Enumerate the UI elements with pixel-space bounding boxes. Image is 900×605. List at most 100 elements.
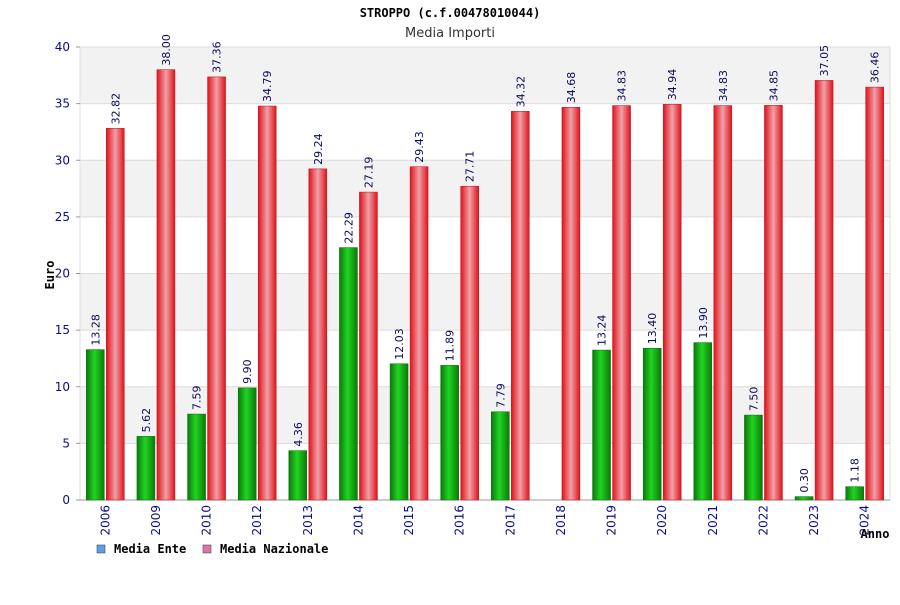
bar-media-ente <box>744 414 763 501</box>
y-axis-ticks: 0 5 10 15 20 25 30 35 40 <box>55 40 80 507</box>
y-tick-label: 15 <box>55 323 70 337</box>
data-label: 36.46 <box>869 52 882 84</box>
data-labels: 13.28 32.82 5.62 38.00 7.59 37.36 9.90 34.79 4.3… <box>89 34 881 492</box>
x-tick-label: 2023 <box>807 505 821 536</box>
data-label: 13.40 <box>646 313 659 345</box>
data-label: 38.00 <box>160 34 173 66</box>
data-label: 1.18 <box>849 458 862 483</box>
bar-media-ente <box>491 411 510 501</box>
data-label: 34.79 <box>261 71 274 103</box>
bar-media-ente <box>440 365 459 501</box>
data-label: 7.50 <box>747 387 760 412</box>
x-tick-label: 2013 <box>301 505 315 536</box>
data-label: 27.19 <box>362 157 375 189</box>
bar-media-ente <box>642 347 662 501</box>
y-tick-label: 30 <box>55 153 70 167</box>
bar-media-nazionale <box>207 76 226 501</box>
y-axis-label: Euro <box>43 261 57 290</box>
bar-media-nazionale <box>612 105 631 501</box>
bars <box>86 69 884 501</box>
x-axis-label: Anno <box>861 527 890 541</box>
y-tick-label: 10 <box>55 380 70 394</box>
bar-media-ente <box>339 247 358 501</box>
data-label: 29.43 <box>413 131 426 163</box>
data-label: 37.36 <box>211 41 224 73</box>
data-label: 13.28 <box>89 314 102 346</box>
bar-media-nazionale <box>409 166 429 501</box>
legend-label-media-ente: Media Ente <box>114 542 186 556</box>
chart-title: STROPPO (c.f.00478010044) <box>360 6 541 20</box>
data-label: 34.83 <box>717 70 730 102</box>
bar-media-nazionale <box>662 104 682 501</box>
x-tick-label: 2014 <box>351 505 365 536</box>
data-label: 7.79 <box>494 383 507 408</box>
bar-media-ente <box>237 387 257 501</box>
bar-media-ente <box>288 450 308 501</box>
x-tick-label: 2009 <box>149 505 163 536</box>
bar-media-nazionale <box>814 80 834 501</box>
x-tick-label: 2021 <box>706 505 720 536</box>
data-label: 4.36 <box>292 422 305 447</box>
legend-swatch-media-nazionale <box>202 544 212 554</box>
bar-media-nazionale <box>156 69 176 501</box>
bar-media-nazionale <box>713 105 733 501</box>
y-tick-label: 0 <box>62 493 70 507</box>
data-label: 11.89 <box>444 330 457 362</box>
bar-media-nazionale <box>460 185 479 501</box>
data-label: 34.68 <box>565 72 578 104</box>
legend-swatch-media-ente <box>96 544 106 554</box>
bar-media-ente <box>693 342 713 501</box>
bar-media-ente <box>136 436 156 501</box>
bar-media-nazionale <box>561 106 581 501</box>
data-label: 37.05 <box>818 45 831 77</box>
bar-media-nazionale <box>106 128 125 501</box>
bar-media-nazionale <box>257 105 277 501</box>
bar-media-ente <box>389 363 409 501</box>
x-tick-label: 2010 <box>200 505 214 536</box>
y-tick-label: 20 <box>55 267 70 281</box>
bar-media-ente <box>794 496 814 501</box>
x-tick-label: 2024 <box>858 505 872 536</box>
y-tick-label: 35 <box>55 97 70 111</box>
y-tick-label: 5 <box>62 436 70 450</box>
data-label: 7.59 <box>191 386 204 411</box>
data-label: 0.30 <box>798 468 811 493</box>
bar-media-nazionale <box>359 191 378 501</box>
bar-media-nazionale <box>865 86 884 501</box>
data-label: 13.90 <box>697 307 710 339</box>
chart-subtitle: Media Importi <box>405 26 495 41</box>
x-tick-label: 2022 <box>756 505 770 536</box>
data-label: 22.29 <box>342 212 355 244</box>
x-tick-label: 2015 <box>402 505 416 536</box>
bar-media-nazionale <box>511 111 530 501</box>
x-tick-label: 2020 <box>655 505 669 536</box>
data-label: 12.03 <box>393 328 406 360</box>
x-axis-ticks: 2006 2009 2010 2012 2013 2014 2015 2016 2017 2018… <box>98 505 871 536</box>
data-label: 34.94 <box>666 69 679 101</box>
x-tick-label: 2018 <box>554 505 568 536</box>
bar-media-ente <box>86 349 105 501</box>
data-label: 34.85 <box>767 70 780 102</box>
bar-media-ente <box>187 413 206 501</box>
data-label: 32.82 <box>109 93 122 125</box>
x-tick-label: 2017 <box>503 505 517 536</box>
x-tick-label: 2006 <box>98 505 112 536</box>
data-label: 34.83 <box>616 70 629 102</box>
legend-label-media-nazionale: Media Nazionale <box>220 542 328 556</box>
data-label: 27.71 <box>464 151 477 183</box>
data-label: 5.62 <box>140 408 153 433</box>
bar-media-nazionale <box>308 168 328 501</box>
bar-media-ente <box>592 349 611 501</box>
y-tick-label: 40 <box>55 40 70 54</box>
x-tick-label: 2012 <box>250 505 264 536</box>
data-label: 34.32 <box>514 76 527 108</box>
bar-media-ente <box>845 486 864 501</box>
x-tick-label: 2019 <box>605 505 619 536</box>
data-label: 9.90 <box>241 359 254 384</box>
bar-media-nazionale <box>764 105 783 501</box>
x-tick-label: 2016 <box>453 505 467 536</box>
y-tick-label: 25 <box>55 210 70 224</box>
data-label: 29.24 <box>312 133 325 165</box>
